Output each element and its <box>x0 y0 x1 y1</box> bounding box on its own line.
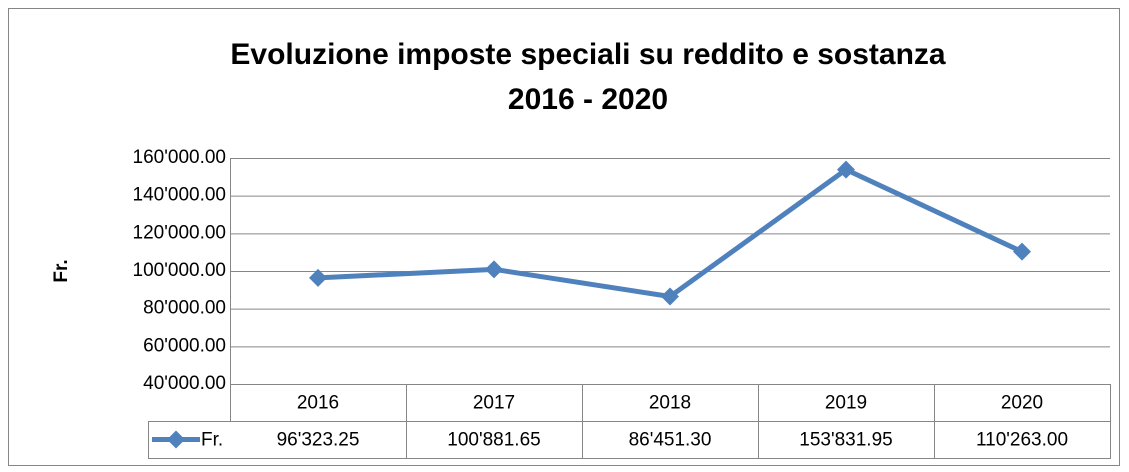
marker <box>1013 242 1031 261</box>
y-tick-label: 40'000.00 <box>143 373 226 394</box>
marker <box>485 260 503 279</box>
y-axis-label: Fr. <box>51 259 72 282</box>
y-tick-label: 80'000.00 <box>143 298 226 319</box>
table-cell <box>148 421 1111 459</box>
chart-title: Evoluzione imposte speciali su reddito e… <box>230 38 945 71</box>
data-table-value: 153'831.95 <box>799 430 892 451</box>
y-tick-label: 140'000.00 <box>133 185 226 206</box>
y-tick-label: 120'000.00 <box>133 222 226 243</box>
marker <box>661 287 679 306</box>
marker <box>309 268 327 287</box>
legend-marker <box>167 430 185 449</box>
x-tick-label: 2018 <box>649 393 691 414</box>
y-tick-label: 100'000.00 <box>133 260 226 281</box>
y-tick-label: 60'000.00 <box>143 335 226 356</box>
legend-label: Fr. <box>201 430 223 451</box>
x-tick-label: 2017 <box>473 393 515 414</box>
x-tick-label: 2019 <box>825 393 867 414</box>
x-tick-label: 2016 <box>297 393 339 414</box>
data-table-value: 110'263.00 <box>976 430 1068 451</box>
x-tick-label: 2020 <box>1001 393 1043 414</box>
marker <box>837 160 855 179</box>
data-table-value: 100'881.65 <box>447 430 540 451</box>
data-table-value: 86'451.30 <box>629 430 712 451</box>
data-table-value: 96'323.25 <box>277 430 360 451</box>
y-tick-label: 160'000.00 <box>133 147 226 168</box>
chart-subtitle: 2016 - 2020 <box>508 83 668 116</box>
